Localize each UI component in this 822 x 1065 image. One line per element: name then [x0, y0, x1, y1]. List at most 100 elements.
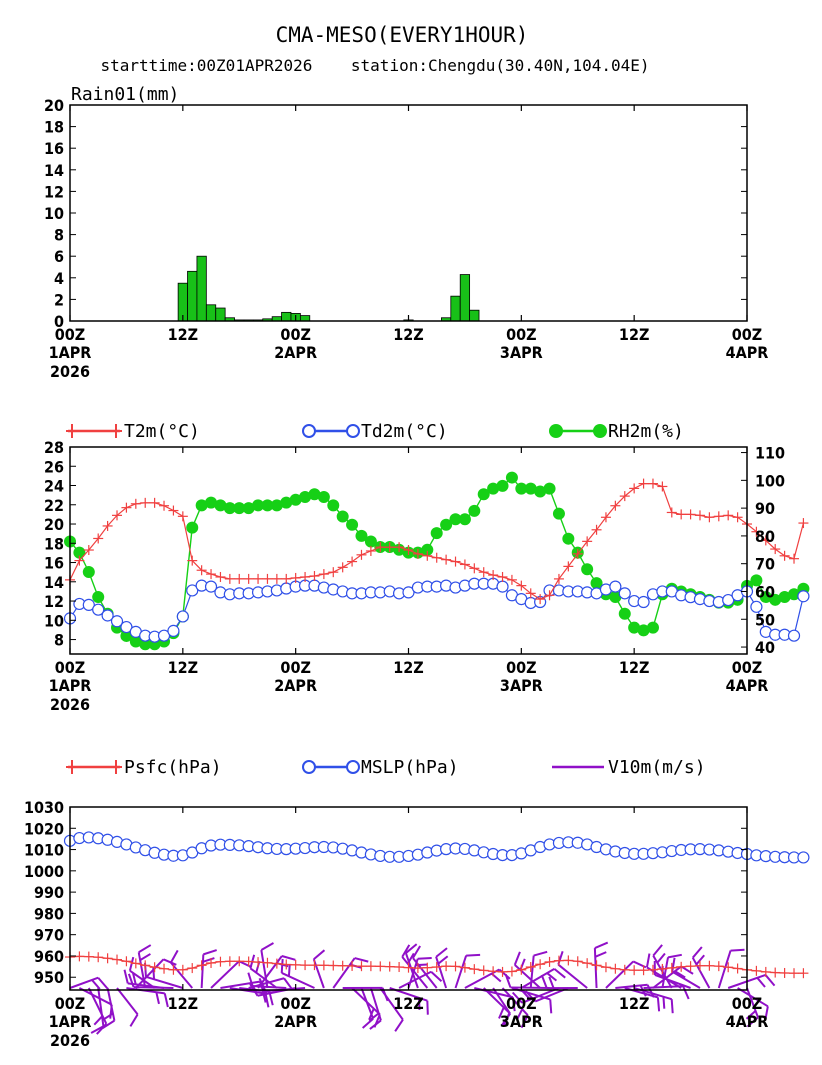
temperature-point: [516, 580, 527, 591]
rh-point: [778, 591, 791, 604]
temperature-point: [112, 510, 123, 521]
y-tick-label: 8: [54, 631, 64, 650]
y-tick-label: 0: [54, 312, 64, 331]
rh-point: [120, 629, 133, 642]
rain-label: Rain01(mm): [71, 84, 179, 105]
psfc-point: [713, 961, 724, 972]
temperature-point: [544, 590, 555, 601]
wind-barb: [504, 973, 550, 989]
rain-bar: [299, 315, 311, 322]
temperature-point: [243, 573, 254, 584]
rh-point: [223, 502, 236, 515]
wind-barb: [745, 987, 759, 1028]
psfc-point: [356, 961, 367, 972]
rain-frame: [69, 104, 748, 322]
psfc-point: [685, 961, 696, 972]
psfc-point: [770, 967, 781, 978]
rh-point: [73, 546, 86, 559]
temperature-point: [130, 498, 141, 509]
wind-barb: [661, 953, 682, 989]
psfc-point: [243, 956, 254, 967]
psfc-point: [629, 965, 640, 976]
temperature-point: [196, 565, 207, 576]
psfc-point: [525, 962, 536, 973]
temperature-point: [234, 573, 245, 584]
wind-barb: [126, 987, 169, 1008]
temperature-point: [422, 550, 433, 561]
wind-barb: [593, 941, 609, 989]
x-tick-label: 00Z: [55, 658, 85, 677]
x-tick-label: 12Z: [393, 325, 423, 344]
rh-point: [186, 521, 199, 534]
wind-barb: [671, 957, 701, 989]
rh-point: [261, 499, 274, 512]
wind-barb: [280, 958, 315, 989]
dewpoint-point: [496, 580, 509, 593]
psfc-point: [657, 963, 668, 974]
chart-subtitle: starttime:00Z01APR2026 station:Chengdu(3…: [100, 56, 649, 75]
psfc-point: [121, 956, 132, 967]
wind-barb: [605, 960, 647, 989]
rh-point: [430, 527, 443, 540]
temperature-point: [159, 500, 170, 511]
psfc-point: [459, 962, 470, 973]
y-tick-label: 1030: [24, 798, 64, 817]
mslp-point: [797, 851, 810, 864]
rh-point: [195, 499, 208, 512]
wind-barb: [501, 987, 529, 1029]
y-tick-label: 8: [54, 226, 64, 245]
temperature-point: [704, 512, 715, 523]
wind-barb: [492, 987, 511, 1026]
psfc-point: [102, 953, 113, 964]
rh-tick-label: 40: [755, 638, 775, 657]
rh-point: [364, 535, 377, 548]
psfc-point: [497, 966, 508, 977]
temperature-point: [488, 570, 499, 581]
psfc-point: [704, 960, 715, 971]
temperature-point: [309, 571, 320, 582]
rh-tick-label: 100: [755, 471, 785, 490]
wind-barb: [529, 950, 548, 989]
rh-point: [524, 482, 537, 495]
psfc-point: [544, 956, 555, 967]
psfc-point: [516, 964, 527, 975]
rain-bar: [281, 311, 292, 322]
temperature-point: [83, 545, 94, 556]
rh-point: [299, 491, 312, 504]
rh-tick-label: 50: [755, 610, 775, 629]
legend-t2m: T2m(°C): [66, 421, 200, 442]
temperature-point: [723, 510, 734, 521]
x-tick-label: 00Z: [732, 994, 762, 1013]
y-tick-label: 990: [34, 883, 64, 902]
y-tick-label: 16: [44, 139, 64, 158]
temperature-point: [647, 478, 658, 489]
y-tick-label: 10: [44, 611, 64, 630]
dewpoint-point: [101, 609, 114, 622]
rh-point: [496, 479, 509, 492]
chart-title: CMA-MESO(EVERY1HOUR): [276, 23, 529, 47]
wind-barb: [87, 987, 108, 1035]
psfc-point: [619, 964, 630, 975]
rh-point: [289, 493, 302, 506]
rh-point: [327, 499, 340, 512]
psfc-point: [506, 966, 517, 977]
legend-t2m-label: T2m(°C): [124, 421, 200, 442]
wind-barb: [229, 987, 270, 1008]
y-tick-label: 18: [44, 118, 64, 137]
psfc-point: [149, 962, 160, 973]
psfc-point: [215, 956, 226, 967]
wind-barb: [135, 958, 177, 989]
temperature-point: [732, 512, 743, 523]
y-tick-label: 20: [44, 96, 64, 115]
psfc-point: [394, 962, 405, 973]
wind-barb: [116, 987, 139, 1027]
temperature-point: [253, 573, 264, 584]
temperature-point: [187, 555, 198, 566]
dewpoint-point: [167, 624, 180, 637]
y-tick-label: 22: [44, 496, 64, 515]
rh-point: [129, 635, 142, 648]
rh-point: [355, 529, 368, 542]
psfc-point: [375, 961, 386, 972]
